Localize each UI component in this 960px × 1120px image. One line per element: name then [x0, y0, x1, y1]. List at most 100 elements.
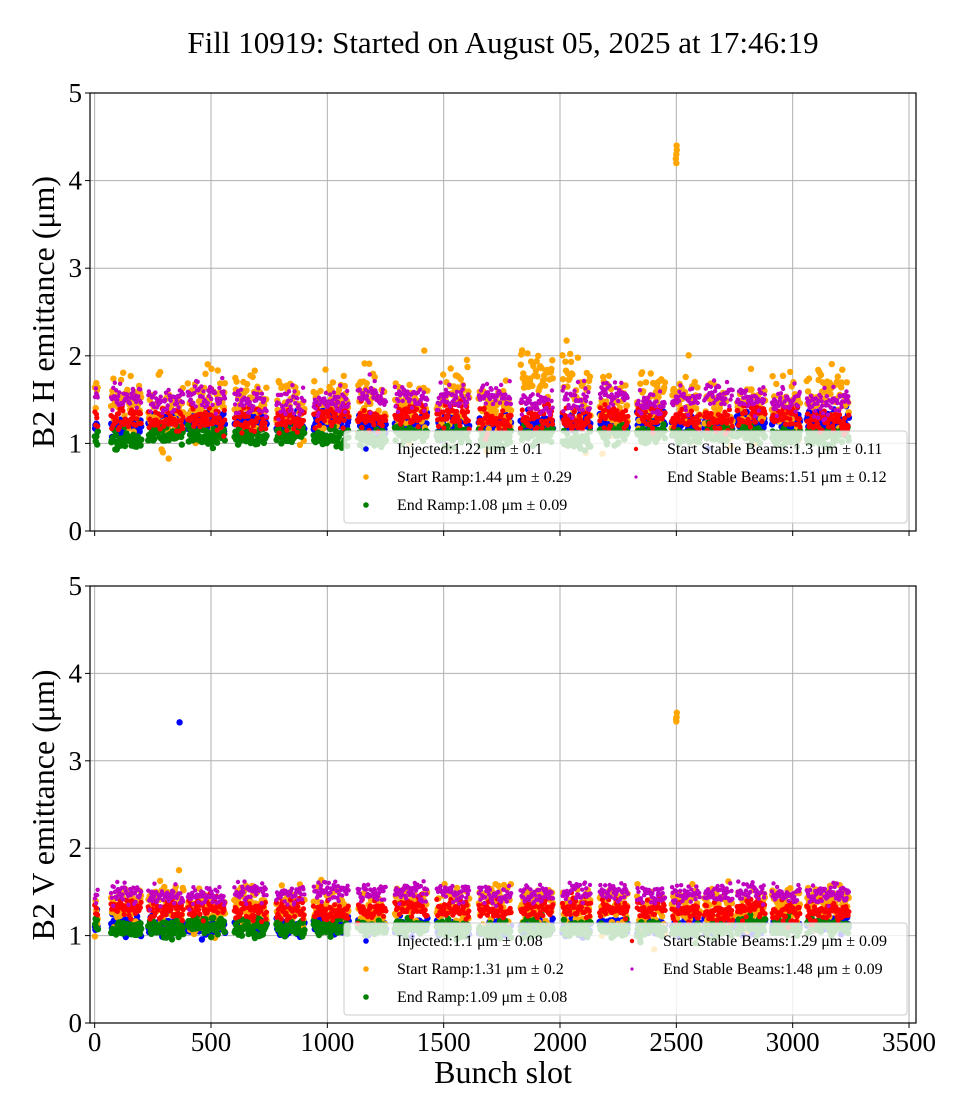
data-point [395, 409, 401, 414]
data-point [529, 382, 536, 390]
data-point [134, 416, 140, 422]
data-point [605, 372, 613, 380]
data-point [535, 406, 540, 412]
data-point [346, 414, 352, 420]
data-point [464, 363, 471, 371]
data-point [654, 399, 659, 404]
data-point [527, 398, 532, 403]
data-point [817, 371, 825, 379]
data-point [251, 404, 256, 409]
data-point [222, 417, 228, 423]
data-point [822, 385, 827, 391]
data-point [112, 380, 118, 385]
data-point [535, 352, 542, 360]
data-point [276, 417, 281, 422]
data-point [813, 408, 818, 414]
data-point [729, 393, 734, 398]
data-point [762, 411, 768, 417]
data-point [722, 401, 727, 407]
data-point [441, 425, 447, 431]
data-point [256, 386, 261, 391]
data-point [174, 401, 180, 406]
data-point [519, 412, 525, 417]
data-point [340, 425, 346, 431]
data-point [572, 388, 577, 393]
data-point [694, 384, 701, 391]
data-point [359, 424, 365, 431]
data-point [747, 419, 753, 426]
data-point [93, 386, 99, 391]
data-point [717, 392, 723, 397]
data-point [517, 361, 524, 368]
data-point [549, 388, 555, 393]
data-point [120, 408, 126, 414]
data-point [117, 390, 122, 395]
data-point [184, 380, 191, 387]
data-point [586, 390, 591, 395]
data-point [438, 380, 443, 385]
data-point [445, 414, 451, 420]
data-point [205, 401, 210, 406]
legend-marker [363, 446, 369, 452]
data-point [748, 386, 755, 393]
data-point [761, 397, 767, 403]
data-point [249, 373, 256, 381]
legend-marker [363, 474, 369, 480]
data-point [137, 411, 144, 417]
legend-label: Start Ramp:1.44 μm ± 0.29 [397, 469, 572, 486]
data-point [682, 373, 689, 381]
data-point [217, 380, 224, 387]
data-point [561, 384, 566, 390]
data-point [127, 401, 133, 406]
data-point [460, 387, 465, 392]
data-point [188, 397, 193, 402]
data-point [825, 412, 830, 417]
legend-marker [633, 446, 639, 452]
data-point [507, 407, 515, 414]
data-point [637, 380, 644, 387]
data-point [564, 391, 569, 396]
data-point [357, 387, 362, 392]
data-point [329, 379, 337, 386]
legend-marker [634, 475, 638, 479]
data-point [217, 385, 222, 391]
data-point [251, 428, 258, 434]
data-point [415, 424, 421, 430]
data-point [276, 430, 282, 436]
data-point [507, 396, 513, 401]
data-point [761, 385, 766, 390]
data-point [107, 403, 115, 410]
data-point [344, 396, 349, 401]
data-point [171, 407, 177, 413]
data-point [625, 395, 630, 400]
data-point [567, 350, 574, 358]
data-point [291, 411, 297, 416]
data-point [657, 389, 663, 394]
data-point [336, 395, 341, 400]
data-point [178, 441, 185, 448]
data-point [685, 352, 692, 359]
data-point [148, 409, 153, 414]
data-point [199, 384, 204, 389]
y-tick-label: 5 [69, 78, 83, 108]
data-point [237, 392, 242, 397]
data-point [811, 414, 817, 419]
data-point [457, 376, 464, 383]
data-point [829, 405, 834, 411]
data-point [762, 392, 767, 397]
data-point [542, 382, 549, 389]
data-point [138, 420, 144, 426]
data-point [497, 400, 503, 405]
data-point [662, 410, 668, 416]
data-point [292, 389, 297, 394]
data-point [134, 405, 139, 410]
data-point [756, 408, 761, 413]
data-point [787, 368, 794, 376]
data-point [345, 388, 350, 394]
data-point [454, 395, 459, 401]
data-point [723, 396, 728, 401]
data-point [300, 409, 305, 414]
data-point [366, 400, 372, 405]
data-point [168, 398, 173, 403]
data-point [180, 400, 185, 405]
